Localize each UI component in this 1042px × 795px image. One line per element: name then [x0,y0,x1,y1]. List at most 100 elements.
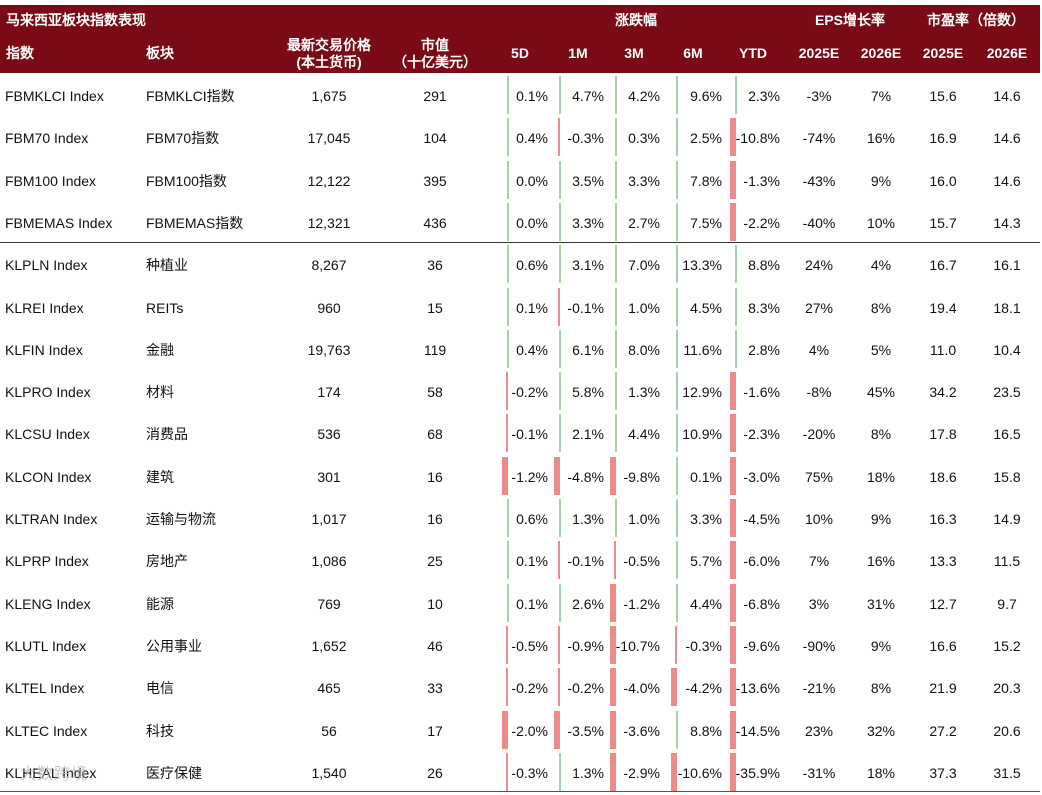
cell-m1: -0.1% [567,553,604,570]
cell-pe2026: 9.7 [997,595,1017,612]
cell-sector: 医疗保健 [146,764,202,781]
col-header-eps-2025: 2025E [798,45,840,61]
perf-bar [730,583,736,622]
table-row: FBM100 Index FBM100指数 12,122 395 0.0% 3.5% 3.3… [0,159,1040,201]
perf-bar [676,541,678,580]
cell-pe2026: 14.3 [993,214,1021,231]
cell-ytd: -9.6% [743,637,780,654]
perf-bar [559,583,561,622]
cell-d5: 0.0% [516,214,548,231]
cell-mcap: 104 [423,130,447,147]
cell-sector: 能源 [146,595,174,612]
cell-eps2026: 8% [870,426,892,443]
cell-sector: 运输与物流 [146,511,216,527]
cell-index: KLTEL Index [5,680,85,697]
cell-eps2025: -20% [802,426,836,443]
cell-m1: -0.2% [567,680,604,697]
cell-eps2026: 9% [870,511,892,527]
cell-m6: 13.3% [682,257,722,274]
cell-pe2025: 16.3 [929,511,957,527]
cell-m3: 2.7% [628,214,660,231]
col-header-price-line1: 最新交易价格 [287,37,371,53]
cell-price: 301 [317,468,341,485]
perf-bar [559,202,561,241]
perf-bar [730,668,736,707]
perf-bar [615,76,617,114]
cell-index: KLREI Index [5,299,84,316]
cell-price: 465 [317,680,341,697]
cell-pe2025: 11.0 [929,341,957,358]
cell-pe2025: 16.6 [929,637,957,654]
cell-m6: 4.4% [690,595,722,612]
cell-price: 536 [317,426,341,443]
cell-mcap: 16 [427,511,443,527]
perf-bar [730,499,736,537]
cell-mcap: 58 [427,384,443,401]
cell-eps2026: 10% [866,214,896,231]
cell-mcap: 436 [423,214,447,231]
cell-index: KLTRAN Index [5,511,98,527]
cell-mcap: 26 [427,764,443,781]
cell-eps2025: 10% [804,511,834,527]
perf-bar [554,710,560,749]
perf-bar [610,456,616,495]
perf-bar [735,329,737,368]
perf-bar [507,583,509,622]
cell-pe2026: 14.9 [993,511,1021,527]
cell-pe2026: 15.8 [993,468,1021,485]
cell-price: 960 [317,299,341,316]
table-row: KLUTL Index 公用事业 1,652 46 -0.5% -0.9% -10.7% -0… [0,624,1040,666]
watermark: 大数跨境 [20,766,89,783]
cell-d5: 0.1% [516,299,548,316]
cell-d5: 0.1% [516,553,548,570]
cell-mcap: 17 [427,722,443,739]
cell-mcap: 68 [427,426,443,443]
cell-pe2025: 16.9 [929,130,957,147]
cell-ytd: 8.3% [748,299,780,316]
cell-m3: 3.3% [628,172,660,189]
cell-eps2025: 4% [808,341,830,358]
perf-bar [559,329,561,368]
perf-bar [676,160,678,199]
perf-bar [730,456,736,495]
cell-pe2026: 14.6 [993,130,1021,147]
cell-m6: 8.8% [690,722,722,739]
cell-m6: -4.2% [685,680,722,697]
table-row: KLPRP Index 房地产 1,086 25 0.1% -0.1% -0.5% 5.7% -… [0,539,1040,581]
cell-eps2025: -21% [802,680,836,697]
perf-bar [559,160,561,199]
cell-pe2026: 16.1 [993,257,1021,274]
cell-m3: 1.0% [628,299,660,316]
cell-eps2025: -8% [806,384,832,401]
col-header-1m: 1M [568,45,588,61]
pe-group-header: 市盈率（倍数） [927,12,1025,28]
perf-bar [507,287,509,326]
cell-m6: 10.9% [682,426,722,443]
perf-bar [730,160,736,199]
cell-pe2026: 16.5 [993,426,1021,443]
cell-price: 19,763 [307,341,351,358]
cell-index: FBM70 Index [5,130,89,147]
cell-m1: 4.7% [572,88,604,104]
cell-eps2025: -43% [802,172,836,189]
cell-m6: -0.3% [685,637,722,654]
cell-eps2026: 18% [866,468,896,485]
perf-bar [615,414,617,453]
table-row: KLTEL Index 电信 465 33 -0.2% -0.2% -4.0% -4.2% -1… [0,666,1040,708]
cell-index: FBM100 Index [5,172,97,189]
cell-m6: -10.6% [677,764,722,781]
perf-bar [506,752,508,791]
perf-bar [610,710,616,749]
perf-bar [675,625,677,664]
col-header-6m: 6M [683,45,703,61]
cell-m1: 3.3% [572,214,604,231]
cell-pe2025: 34.2 [929,384,957,401]
table-header-row-2: 指数 板块 最新交易价格 (本土货币) 市值 （十亿美元） 5D 1M 3M 6… [0,35,1040,73]
cell-d5: 0.4% [516,130,548,147]
cell-eps2026: 32% [866,722,896,739]
cell-mcap: 15 [427,299,443,316]
cell-m3: 1.3% [628,384,660,401]
cell-eps2026: 8% [870,680,892,697]
cell-m1: 1.3% [572,511,604,527]
cell-sector: FBMEMAS指数 [146,214,244,231]
